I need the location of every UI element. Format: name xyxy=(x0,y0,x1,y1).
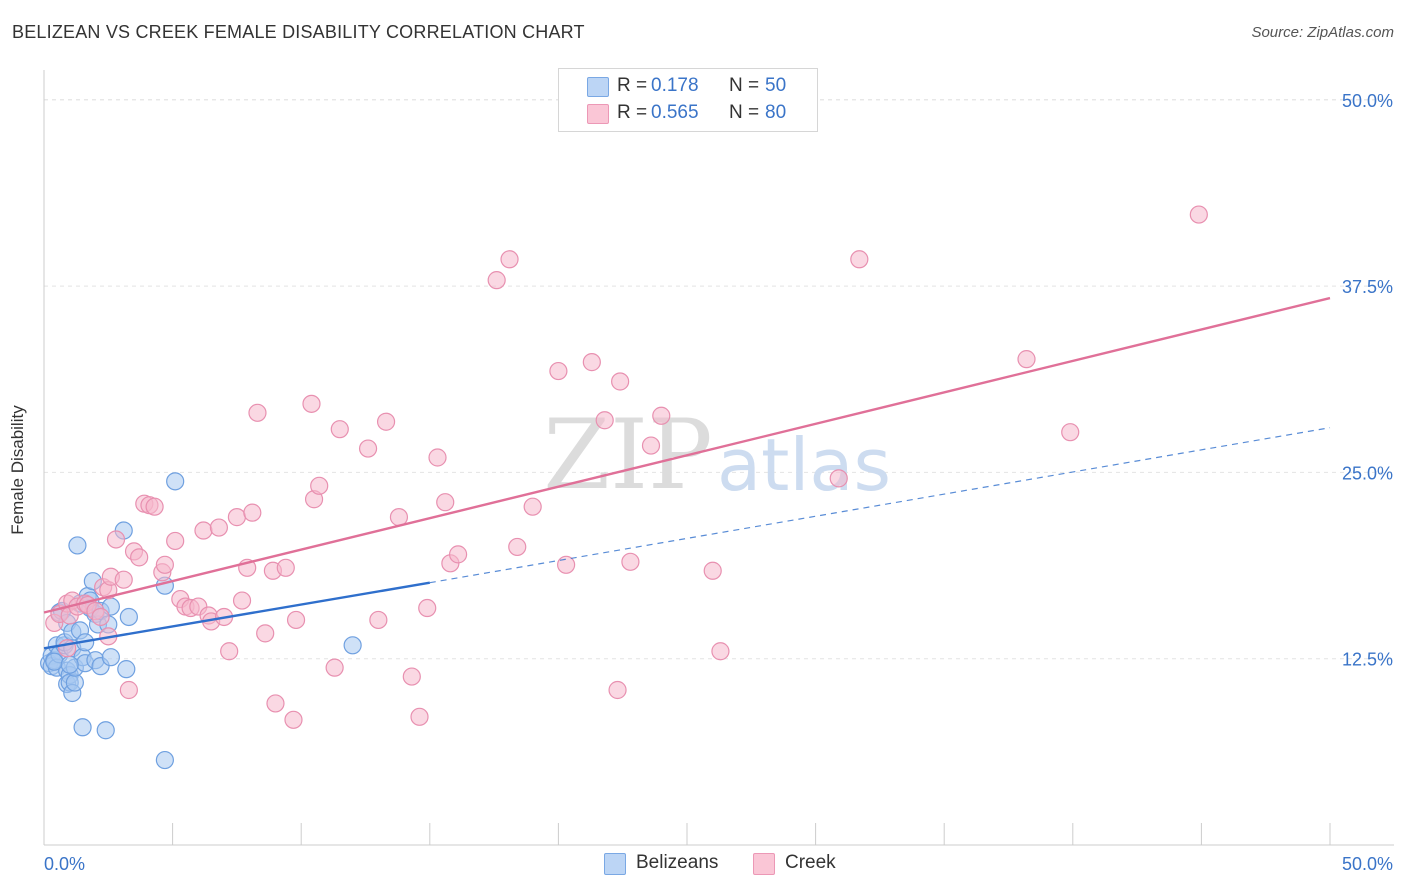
legend-r-value: 0.178 xyxy=(651,75,699,96)
belizean-point xyxy=(96,721,115,740)
creek-point xyxy=(145,497,164,516)
creek-point xyxy=(266,694,285,713)
axes xyxy=(43,70,1394,846)
creek-point xyxy=(209,518,228,537)
creek-point xyxy=(106,530,126,549)
belizean-point xyxy=(68,536,87,555)
belizean-trend-line xyxy=(43,581,431,650)
creek-point xyxy=(652,406,671,425)
tick-labels: 12.5% 25.0% 37.5% 50.0% 0.0% 50.0% xyxy=(44,91,1393,874)
creek-point xyxy=(248,403,267,422)
belizean-point xyxy=(73,718,92,737)
legend-row-belizeans: R = 0.178 N = 50 xyxy=(559,74,817,100)
creek-point xyxy=(155,555,174,574)
creek-point xyxy=(611,372,630,391)
creek-point xyxy=(557,555,576,574)
belizean-point xyxy=(119,607,138,627)
creek-point xyxy=(276,558,295,577)
bottom-legend-swatch-creek xyxy=(753,853,775,875)
creek-point xyxy=(402,667,421,686)
creek-point xyxy=(582,353,601,372)
creek-point xyxy=(284,710,303,729)
belizean-point xyxy=(166,472,185,491)
legend-swatch-creek xyxy=(587,104,609,124)
creek-point xyxy=(325,658,344,677)
creek-point xyxy=(369,610,388,630)
x-tick-label: 50.0% xyxy=(1342,854,1393,874)
creek-point xyxy=(227,508,246,527)
legend-r-value: 0.565 xyxy=(651,102,699,123)
chart-title: BELIZEAN VS CREEK FEMALE DISABILITY CORR… xyxy=(12,22,585,42)
creek-point xyxy=(256,624,275,643)
x-tick-label: 0.0% xyxy=(44,854,85,874)
bottom-legend-swatch-belizeans xyxy=(604,853,626,875)
bottom-legend-label-belizeans: Belizeans xyxy=(636,852,719,873)
creek-point xyxy=(711,642,730,661)
creek-point xyxy=(508,537,527,557)
y-tick-label: 12.5% xyxy=(1342,650,1393,670)
creek-point xyxy=(829,469,848,488)
creek-point xyxy=(621,552,640,571)
watermark: ZIP atlas xyxy=(543,399,891,511)
creek-point xyxy=(194,521,213,540)
legend-swatch-belizeans xyxy=(587,77,609,97)
creek-point xyxy=(1189,205,1208,224)
creek-point xyxy=(243,503,262,522)
creek-point xyxy=(358,439,378,458)
creek-point xyxy=(641,436,661,455)
legend-n-value: 80 xyxy=(765,102,787,123)
creek-point xyxy=(310,476,329,495)
creek-point xyxy=(428,448,447,467)
belizean-point xyxy=(60,655,79,674)
legend-n-label: N = xyxy=(729,102,760,123)
creek-point xyxy=(448,545,468,564)
creek-point xyxy=(220,642,239,661)
y-tick-label: 25.0% xyxy=(1342,463,1393,483)
belizean-point xyxy=(155,750,174,770)
belizean-point xyxy=(343,636,362,655)
creek-point xyxy=(410,707,429,726)
creek-point xyxy=(1061,423,1080,442)
creek-point xyxy=(232,591,252,610)
creek-point xyxy=(302,394,321,413)
creek-point xyxy=(330,420,349,439)
creek-point xyxy=(436,493,455,512)
creek-point xyxy=(418,598,437,618)
creek-point xyxy=(166,531,185,551)
creek-point xyxy=(1017,350,1036,369)
legend-n-label: N = xyxy=(729,75,760,96)
creek-point xyxy=(487,271,506,290)
belizean-point xyxy=(101,648,120,667)
creek-point xyxy=(286,610,306,630)
creek-trend-line xyxy=(43,296,1331,614)
creek-point xyxy=(608,680,627,700)
legend-row-creek: R = 0.565 N = 80 xyxy=(559,101,817,127)
creek-point xyxy=(114,570,133,589)
watermark-atlas: atlas xyxy=(717,423,891,507)
trend-lines xyxy=(43,296,1331,650)
creek-point xyxy=(549,361,568,381)
source-label: Source: ZipAtlas.com xyxy=(1251,24,1394,41)
legend-r-label: R = xyxy=(617,75,648,96)
y-tick-label: 37.5% xyxy=(1342,277,1393,297)
data-points xyxy=(40,205,1208,770)
belizean-point xyxy=(117,660,136,679)
y-tick-label: 50.0% xyxy=(1342,91,1393,111)
creek-point xyxy=(376,412,396,431)
correlation-legend: R = 0.178 N = 50 R = 0.565 N = 80 xyxy=(558,68,818,132)
creek-point xyxy=(523,497,542,516)
legend-r-label: R = xyxy=(617,102,648,123)
creek-point xyxy=(595,411,614,430)
belizean-point xyxy=(45,652,64,671)
belizean-trend-extension xyxy=(429,427,1331,584)
creek-point xyxy=(850,250,869,269)
creek-point xyxy=(500,250,519,269)
legend-n-value: 50 xyxy=(765,75,787,96)
creek-point xyxy=(703,561,722,580)
creek-point xyxy=(91,607,110,627)
creek-point xyxy=(119,680,138,700)
bottom-legend-label-creek: Creek xyxy=(785,852,836,873)
creek-point xyxy=(130,548,149,567)
